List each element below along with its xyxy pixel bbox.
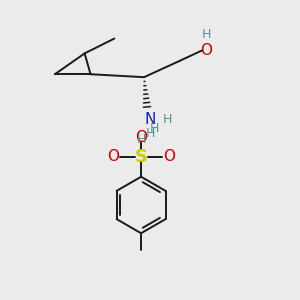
Text: H: H xyxy=(136,133,146,146)
Text: O: O xyxy=(107,149,119,164)
Text: O: O xyxy=(200,43,212,58)
Text: H: H xyxy=(202,28,211,40)
Text: O: O xyxy=(163,149,175,164)
Text: H: H xyxy=(145,127,155,140)
Text: S: S xyxy=(135,148,148,166)
Text: H: H xyxy=(150,122,159,135)
Text: O: O xyxy=(135,130,147,145)
Text: H: H xyxy=(163,113,172,126)
Text: N: N xyxy=(144,112,156,127)
